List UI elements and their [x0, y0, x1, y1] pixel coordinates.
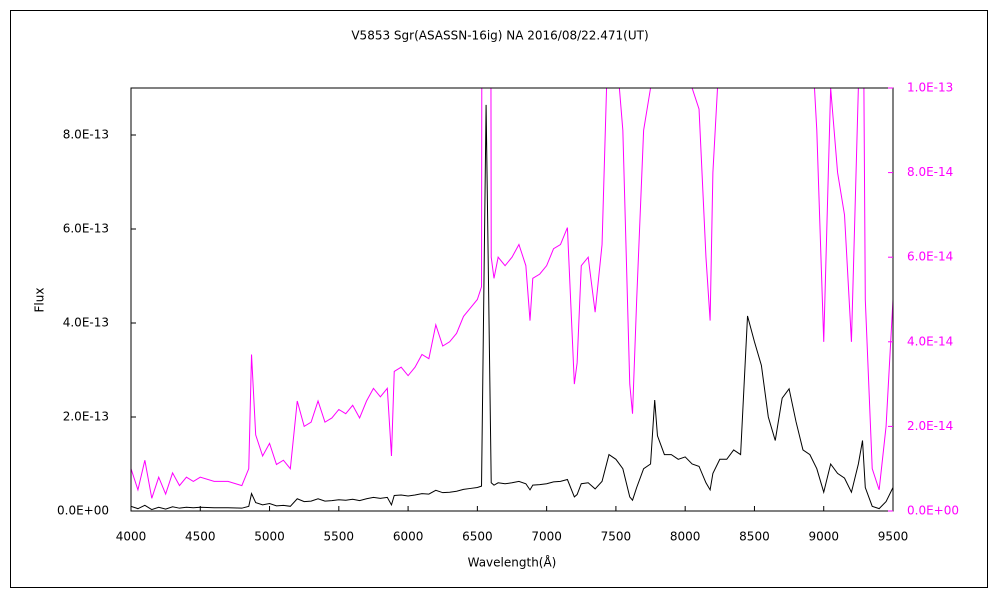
y-axis-label: Flux	[33, 288, 47, 313]
x-tick-label: 5000	[254, 530, 285, 544]
y2-tick-label: 1.0E-13	[907, 81, 953, 95]
x-tick-label: 8500	[739, 530, 770, 544]
x-tick-label: 9500	[878, 530, 909, 544]
y-tick-label: 2.0E-13	[63, 410, 109, 424]
y-tick-label: 8.0E-13	[63, 128, 109, 142]
x-axis-label: Wavelength(Å)	[468, 555, 557, 570]
y-tick-label: 6.0E-13	[63, 222, 109, 236]
y-tick-label: 4.0E-13	[63, 316, 109, 330]
x-tick-label: 8000	[670, 530, 701, 544]
chart-title: V5853 Sgr(ASASSN-16ig) NA 2016/08/22.471…	[351, 29, 648, 43]
y2-tick-label: 0.0E+00	[907, 504, 959, 518]
x-tick-label: 4500	[185, 530, 216, 544]
outer-frame	[10, 10, 988, 588]
spectrum-line	[131, 104, 893, 511]
x-tick-label: 6500	[462, 530, 493, 544]
y2-tick-label: 2.0E-14	[907, 419, 953, 433]
x-tick-label: 9000	[808, 530, 839, 544]
plot-frame	[130, 87, 894, 512]
x-tick-label: 7500	[601, 530, 632, 544]
x-tick-label: 7000	[531, 530, 562, 544]
x-tick-label: 4000	[116, 530, 147, 544]
plot-lines	[131, 88, 893, 511]
x-tick-label: 5500	[324, 530, 355, 544]
x-tick-label: 6000	[393, 530, 424, 544]
spectrum-line	[131, 88, 893, 499]
y2-tick-label: 4.0E-14	[907, 334, 953, 348]
y-tick-label: 0.0E+00	[57, 504, 109, 518]
y2-tick-label: 6.0E-14	[907, 250, 953, 264]
y2-tick-label: 8.0E-14	[907, 165, 953, 179]
